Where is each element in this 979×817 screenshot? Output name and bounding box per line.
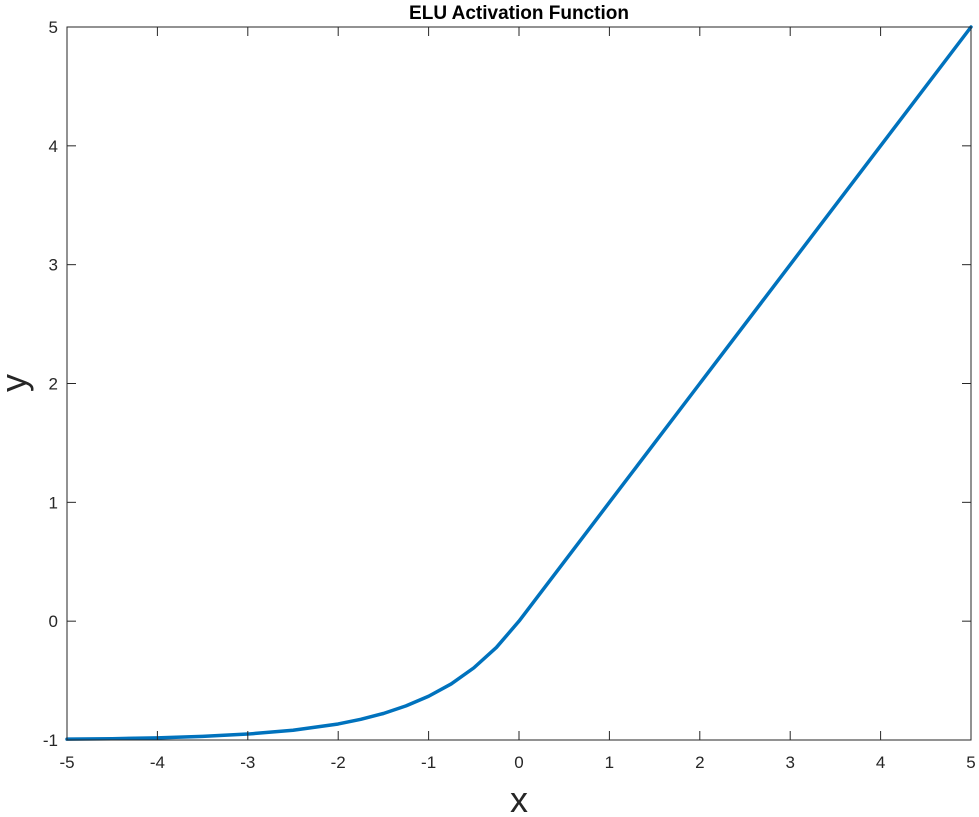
x-tick-label: 0 bbox=[514, 753, 523, 772]
tick-layer: -5 -4 -3 -2 -1 0 1 2 3 4 5 -1 0 1 2 3 4 5 bbox=[43, 18, 976, 772]
x-tick-label: 2 bbox=[695, 753, 704, 772]
x-tick-label: 4 bbox=[876, 753, 885, 772]
x-tick-label: -3 bbox=[240, 753, 255, 772]
plot-area bbox=[67, 27, 971, 740]
x-axis-label: x bbox=[510, 779, 528, 817]
y-tick-label: 1 bbox=[49, 493, 58, 512]
x-tick-label: -4 bbox=[150, 753, 165, 772]
y-tick-label: -1 bbox=[43, 731, 58, 750]
y-tick-label: 2 bbox=[49, 375, 58, 394]
y-axis-label: y bbox=[0, 374, 34, 392]
y-tick-label: 0 bbox=[49, 612, 58, 631]
x-tick-label: -1 bbox=[421, 753, 436, 772]
x-tick-label: 5 bbox=[966, 753, 975, 772]
y-tick-label: 4 bbox=[49, 137, 58, 156]
x-tick-label: -2 bbox=[331, 753, 346, 772]
x-tick-label: 3 bbox=[785, 753, 794, 772]
x-tick-label: -5 bbox=[59, 753, 74, 772]
series-layer bbox=[65, 25, 973, 741]
y-tick-label: 5 bbox=[49, 18, 58, 37]
x-tick-label: 1 bbox=[605, 753, 614, 772]
y-tick-label: 3 bbox=[49, 256, 58, 275]
elu-curve bbox=[65, 25, 973, 741]
chart-title: ELU Activation Function bbox=[409, 3, 629, 24]
